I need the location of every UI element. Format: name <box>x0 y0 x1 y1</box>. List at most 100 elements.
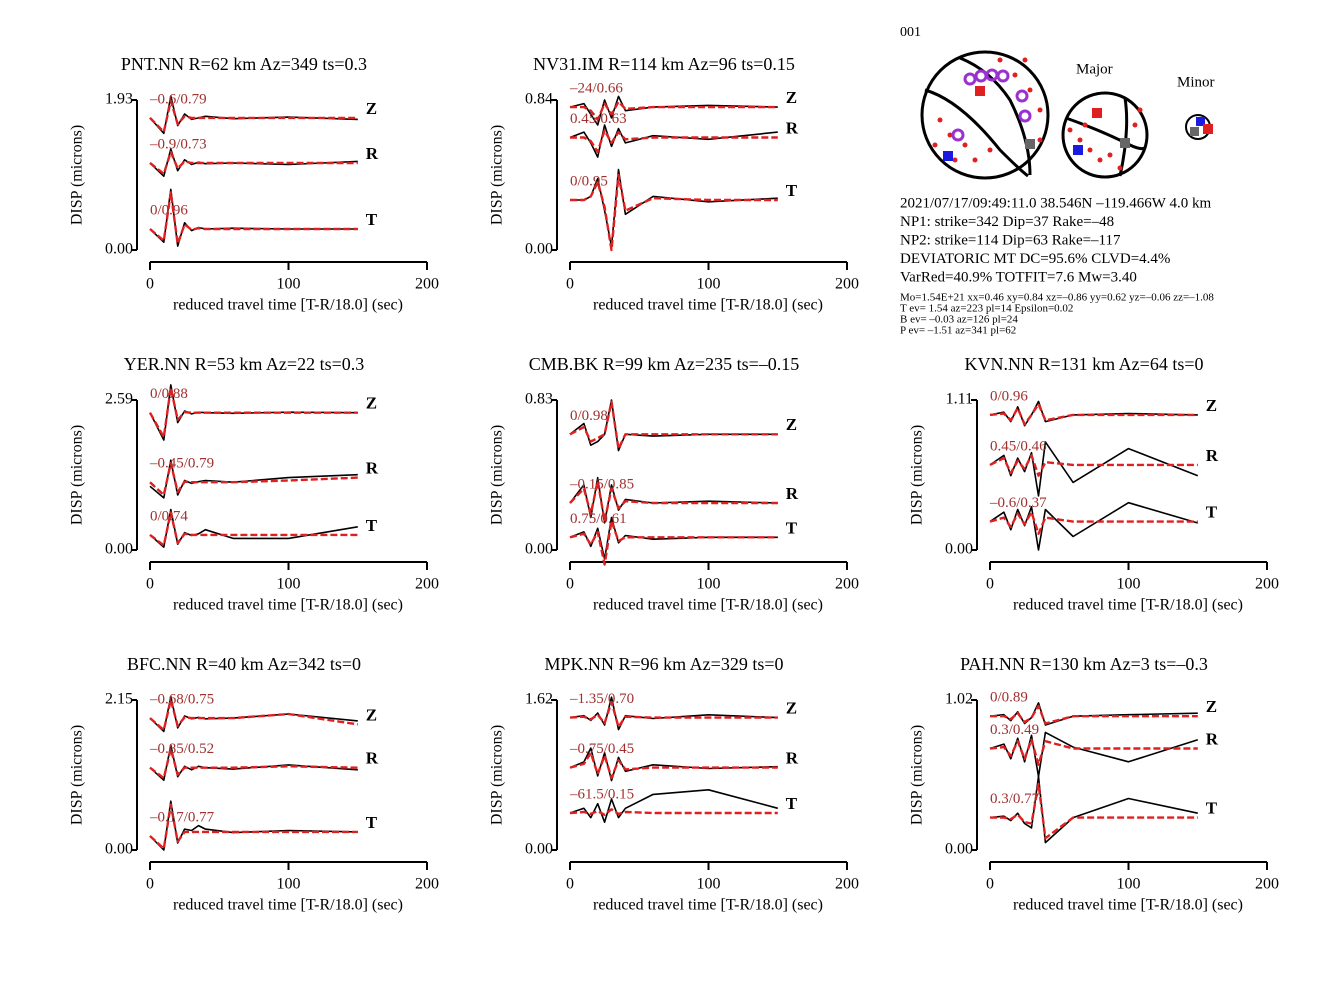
synthetic-trace <box>569 808 778 816</box>
synthetic-trace <box>149 150 358 175</box>
panel-title: PNT.NN R=62 km Az=349 ts=0.3 <box>121 54 367 74</box>
x-tick-label: 100 <box>1117 576 1141 593</box>
x-tick-label: 200 <box>835 276 859 293</box>
y-tick-label: 0.00 <box>945 541 973 558</box>
observed-trace <box>569 789 779 823</box>
panel: NV31.IM R=114 km Az=96 ts=0.15 0.00 0.84 0 1… <box>489 54 859 314</box>
y-tick-label: 1.93 <box>105 91 133 108</box>
x-tick-label: 100 <box>1117 876 1141 893</box>
y-axis-label: DISP (microns) <box>909 425 926 525</box>
x-tick-label: 100 <box>277 576 301 593</box>
y-axis-label: DISP (microns) <box>69 725 86 825</box>
x-tick-label: 0 <box>986 876 994 893</box>
panel-title: NV31.IM R=114 km Az=96 ts=0.15 <box>533 54 795 74</box>
component-label: R <box>366 144 379 163</box>
component-label: Z <box>786 88 797 107</box>
nodal-plane <box>924 88 1029 178</box>
x-tick-label: 0 <box>146 576 154 593</box>
fit-annotation: –61.5/0.15 <box>569 786 634 802</box>
fit-annotation: 0/0.74 <box>150 508 188 524</box>
p-axis <box>975 86 985 96</box>
y-tick-label: 0.83 <box>525 391 553 408</box>
x-tick-label: 100 <box>697 576 721 593</box>
component-label: Z <box>1206 396 1217 415</box>
observed-trace <box>989 775 1198 844</box>
component-label: R <box>366 749 379 768</box>
x-tick-label: 100 <box>697 276 721 293</box>
panel-title: MPK.NN R=96 km Az=329 ts=0 <box>545 654 784 674</box>
synthetic-trace <box>149 747 358 780</box>
b-axis <box>1120 138 1130 148</box>
panel-title: CMB.BK R=99 km Az=235 ts=–0.15 <box>529 354 799 374</box>
beachballs <box>920 50 1213 180</box>
x-tick-label: 200 <box>835 576 859 593</box>
synthetic-trace <box>149 511 358 547</box>
x-tick-label: 200 <box>415 576 439 593</box>
synthetic-trace <box>149 698 358 732</box>
event-line: VarRed=40.9% TOTFIT=7.6 Mw=3.40 <box>900 269 1137 285</box>
synthetic-trace <box>990 782 1198 840</box>
panel: KVN.NN R=131 km Az=64 ts=0 0.00 1.11 0 100 20… <box>909 354 1279 614</box>
panel: CMB.BK R=99 km Az=235 ts=–0.15 0.00 0.83 0 1… <box>489 354 859 614</box>
component-label: T <box>786 181 798 200</box>
event-line: NP1: strike=342 Dip=37 Rake=–48 <box>900 214 1114 230</box>
fit-annotation: 0/0.98 <box>570 408 608 424</box>
observed-trace <box>989 702 1198 726</box>
component-label: Z <box>786 415 797 434</box>
component-label: Z <box>366 394 377 413</box>
b-axis <box>1025 139 1035 149</box>
synthetic-trace <box>989 511 1198 535</box>
component-label: T <box>366 813 378 832</box>
fit-annotation: 0.75/0.61 <box>570 511 627 527</box>
event-id: 001 <box>900 25 921 40</box>
component-label: R <box>786 484 799 503</box>
x-tick-label: 100 <box>697 876 721 893</box>
y-tick-label: 2.59 <box>105 391 133 408</box>
synthetic-trace <box>989 402 1198 426</box>
fit-annotation: –0.9/0.73 <box>149 136 207 152</box>
x-tick-label: 0 <box>146 876 154 893</box>
synthetic-trace <box>989 454 1198 477</box>
x-tick-label: 200 <box>1255 576 1279 593</box>
fit-annotation: –1.35/0.70 <box>569 691 634 707</box>
synthetic-trace <box>569 519 778 566</box>
y-axis-label: DISP (microns) <box>69 125 86 225</box>
y-tick-label: 2.15 <box>105 691 133 708</box>
y-tick-label: 0.00 <box>525 541 553 558</box>
component-label: T <box>786 518 798 537</box>
fit-annotation: 0/0.89 <box>990 690 1028 706</box>
beachball-major <box>1061 91 1149 179</box>
synthetic-trace <box>569 751 778 779</box>
synthetic-trace <box>570 129 778 153</box>
event-line: DEVIATORIC MT DC=95.6% CLVD=4.4% <box>900 251 1170 267</box>
y-axis-label: DISP (microns) <box>69 425 86 525</box>
synthetic-trace <box>570 100 778 121</box>
event-detail: B ev= –0.03 az=126 pl=24 <box>900 314 1018 326</box>
y-axis-label: DISP (microns) <box>909 725 926 825</box>
b-axis <box>1190 127 1199 136</box>
fit-annotation: –0.75/0.45 <box>569 741 634 757</box>
nodal-plane <box>959 56 1032 176</box>
panel-title: PAH.NN R=130 km Az=3 ts=–0.3 <box>960 654 1208 674</box>
x-tick-label: 100 <box>277 876 301 893</box>
fit-annotation: 0.3/0.49 <box>990 722 1039 738</box>
y-tick-label: 0.00 <box>525 241 553 258</box>
x-tick-label: 200 <box>1255 876 1279 893</box>
y-tick-label: 0.00 <box>945 841 973 858</box>
synthetic-trace <box>569 700 778 729</box>
polarity-circles <box>951 68 1032 142</box>
synthetic-trace <box>149 191 358 245</box>
event-detail: T ev= 1.54 az=223 pl=14 Epsilon=0.02 <box>900 303 1073 315</box>
component-label: T <box>366 516 378 535</box>
x-axis-label: reduced travel time [T-R/18.0] (sec) <box>593 297 823 314</box>
synthetic-trace <box>569 400 778 450</box>
event-line: 2021/07/17/09:49:11.0 38.546N –119.466W … <box>900 195 1211 211</box>
fit-annotation: –0.17/0.77 <box>149 809 215 825</box>
beachball-main <box>920 50 1050 180</box>
observed-trace <box>569 747 778 782</box>
fit-annotation: 0/0.88 <box>150 386 188 402</box>
panel-title: KVN.NN R=131 km Az=64 ts=0 <box>965 354 1204 374</box>
y-tick-label: 0.84 <box>525 91 553 108</box>
y-tick-label: 0.00 <box>105 841 133 858</box>
observed-trace <box>569 696 778 731</box>
